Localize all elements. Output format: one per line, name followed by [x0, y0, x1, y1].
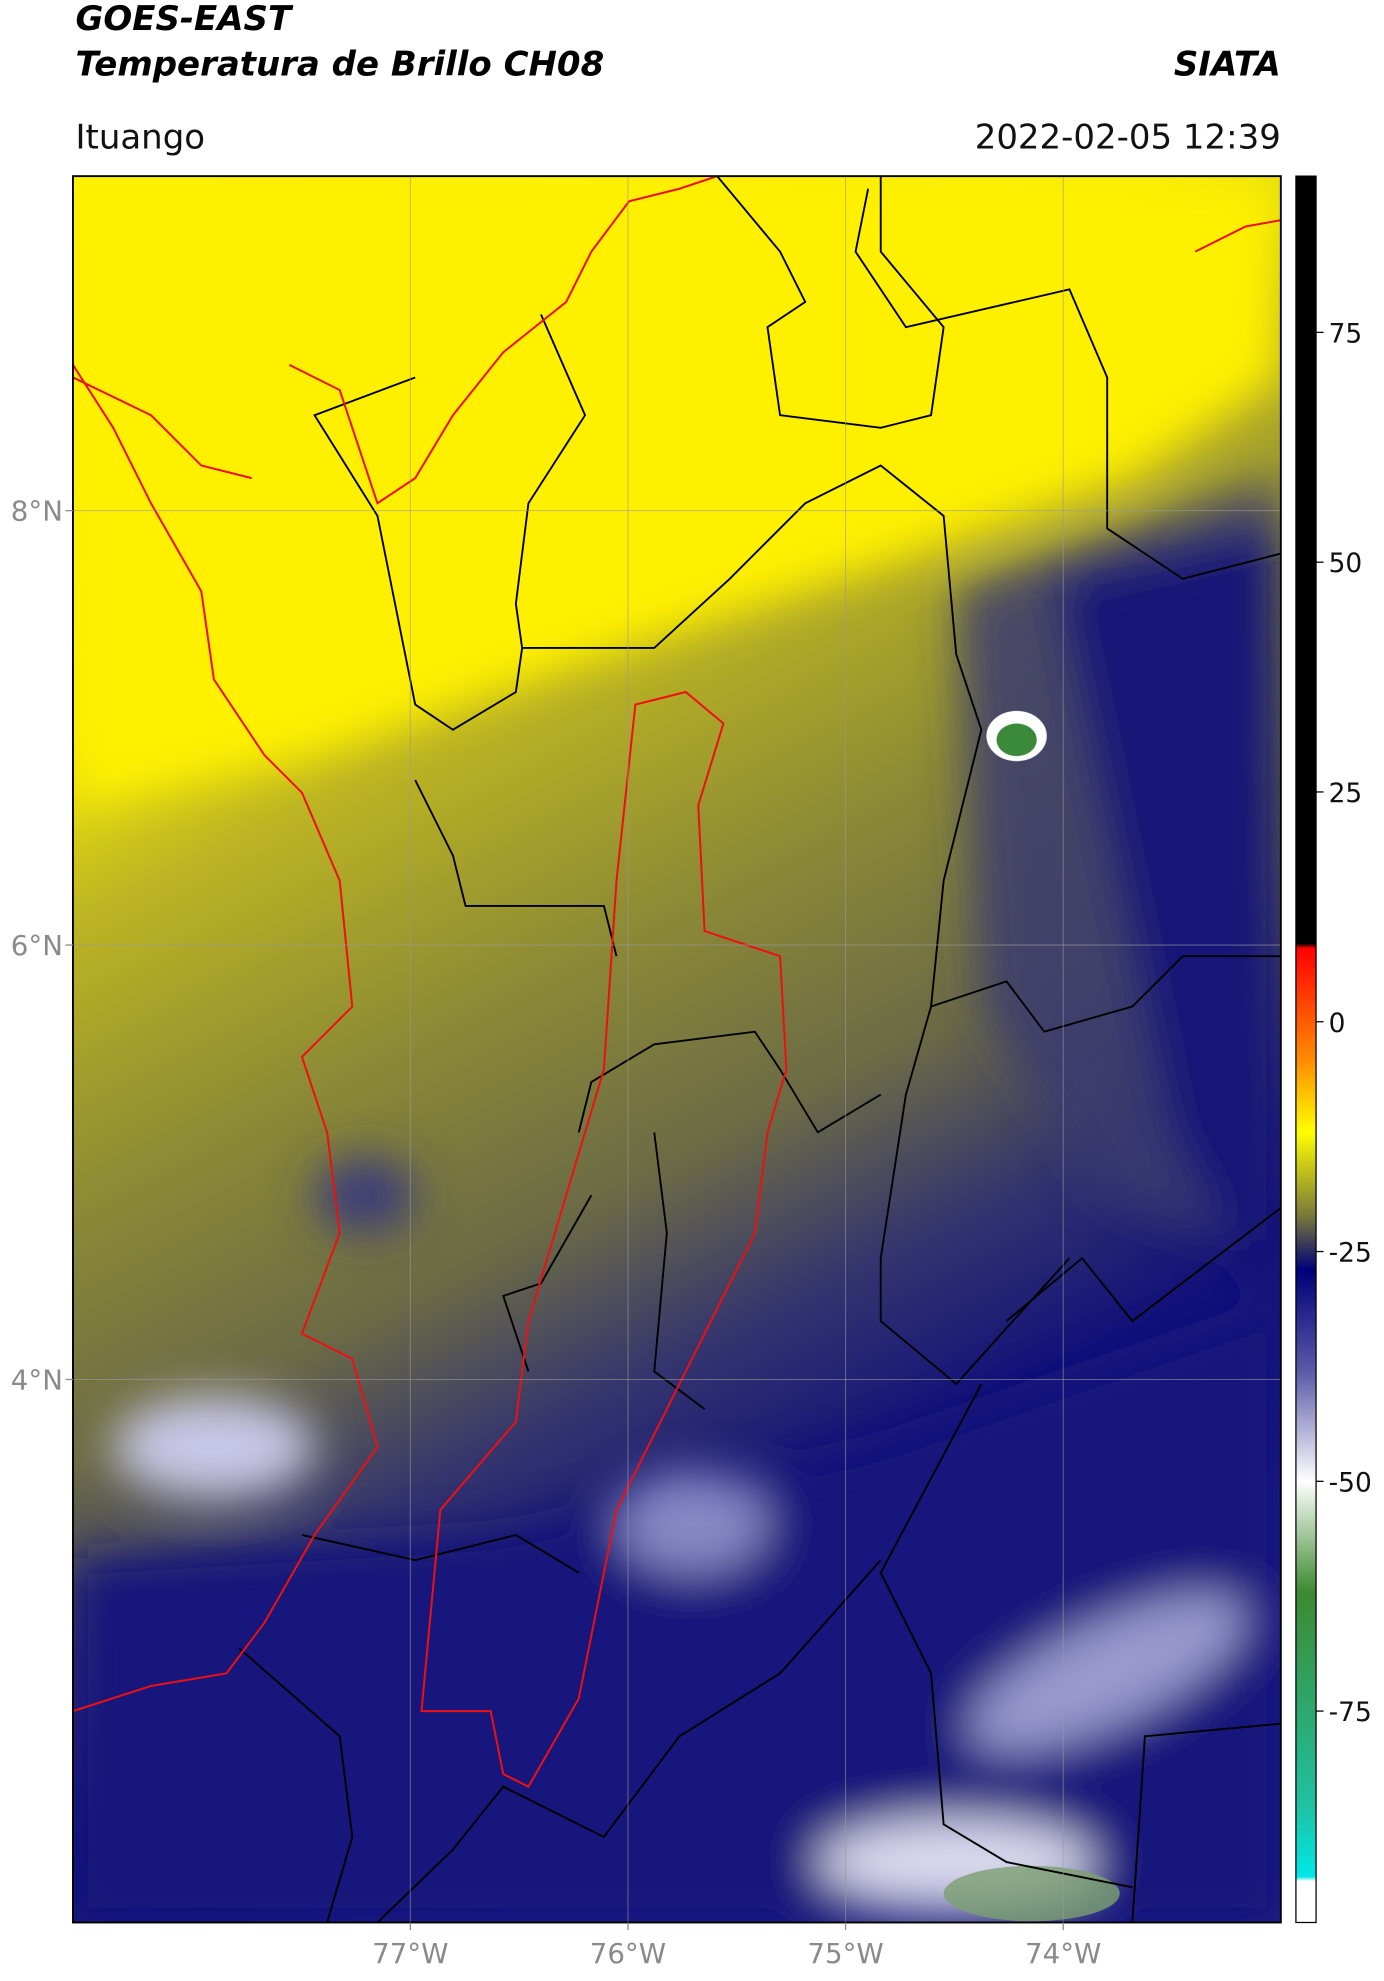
colorbar-tick-label: 50 [1329, 548, 1363, 579]
subtitle: Temperatura de Brillo CH08 [75, 44, 604, 84]
y-tick-label: 8°N [11, 495, 63, 528]
location: Ituango [75, 117, 205, 157]
colorbar-tick-label: 25 [1329, 778, 1363, 809]
colorbar-tick-label: -75 [1329, 1697, 1372, 1728]
colorbar-tick-label: -25 [1329, 1238, 1372, 1269]
y-tick-label: 6°N [11, 929, 63, 962]
colorbar-tick-label: 75 [1329, 318, 1363, 349]
x-tick-label: 75°W [807, 1937, 883, 1970]
x-tick-label: 76°W [590, 1937, 666, 1970]
colorbar-tick-label: -50 [1329, 1467, 1372, 1498]
map-frame [72, 175, 1282, 1924]
graticule [72, 176, 1281, 1923]
colorbar-tick-label: 0 [1329, 1008, 1346, 1039]
colorbar [1295, 175, 1317, 1924]
source: SIATA [1174, 44, 1281, 84]
x-tick-label: 74°W [1025, 1937, 1101, 1970]
x-tick-label: 77°W [372, 1937, 448, 1970]
datetime: 2022-02-05 12:39 [975, 117, 1281, 157]
title: GOES-EAST [75, 0, 293, 39]
y-tick-label: 4°N [11, 1364, 63, 1397]
map-field [72, 176, 1281, 1923]
